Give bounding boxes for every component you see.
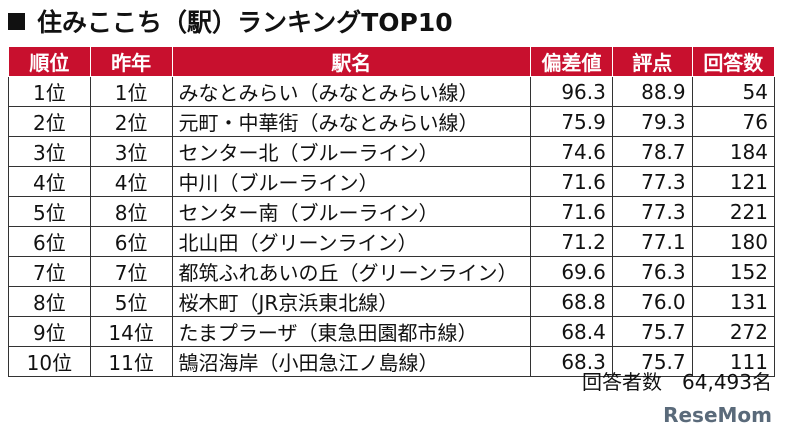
column-header: 回答数: [691, 46, 776, 77]
table-cell: 77.1: [611, 226, 693, 257]
table-cell: 71.6: [530, 196, 613, 227]
table-cell: 96.3: [530, 76, 613, 107]
title: 住みここち（駅）ランキングTOP10: [37, 8, 453, 37]
table-cell: 2位: [8, 106, 91, 137]
ranking-table: 順位 昨年 駅名 偏差値 評点 回答数 1位 1位 みなとみらい（みなとみらい線） 96.3 88…: [8, 46, 776, 377]
table-cell: 75.7: [611, 316, 693, 347]
table-cell: 7位: [8, 256, 91, 287]
table-cell: 中川（ブルーライン）: [171, 166, 532, 197]
table-cell: 79.3: [611, 106, 693, 137]
table-cell: 1位: [8, 76, 91, 107]
table-cell: 121: [691, 166, 776, 197]
table-row: 3位 3位 センター北（ブルーライン） 74.6 78.7 184: [8, 136, 776, 167]
table-cell: 14位: [89, 316, 173, 347]
table-cell: 131: [691, 286, 776, 317]
table-cell: 180: [691, 226, 776, 257]
table-cell: 元町・中華街（みなとみらい線）: [171, 106, 532, 137]
table-cell: 152: [691, 256, 776, 287]
table-cell: たまプラーザ（東急田園都市線）: [171, 316, 532, 347]
table-cell: 75.7: [611, 346, 693, 377]
table-cell: 221: [691, 196, 776, 227]
table-cell: 桜木町（JR京浜東北線）: [171, 286, 532, 317]
table-row: 6位 6位 北山田（グリーンライン） 71.2 77.1 180: [8, 226, 776, 257]
table-cell: 10位: [8, 346, 91, 377]
column-header: 昨年: [89, 46, 173, 77]
table-cell: 69.6: [530, 256, 613, 287]
table-cell: 184: [691, 136, 776, 167]
table-body: 1位 1位 みなとみらい（みなとみらい線） 96.3 88.9 54 2位 2位 元町・中華街（…: [8, 76, 776, 377]
table-cell: センター北（ブルーライン）: [171, 136, 532, 167]
respondents-note: 回答者数 64,493名: [582, 370, 772, 394]
table-cell: 68.8: [530, 286, 613, 317]
table-cell: 8位: [8, 286, 91, 317]
table-cell: 74.6: [530, 136, 613, 167]
table-cell: 都筑ふれあいの丘（グリーンライン）: [171, 256, 532, 287]
table-cell: 3位: [89, 136, 173, 167]
table-row: 4位 4位 中川（ブルーライン） 71.6 77.3 121: [8, 166, 776, 197]
table-cell: センター南（ブルーライン）: [171, 196, 532, 227]
table-cell: 76: [691, 106, 776, 137]
table-cell: 75.9: [530, 106, 613, 137]
table-cell: 8位: [89, 196, 173, 227]
column-header: 評点: [611, 46, 693, 77]
column-header: 駅名: [171, 46, 532, 77]
table-row: 9位 14位 たまプラーザ（東急田園都市線） 68.4 75.7 272: [8, 316, 776, 347]
table-cell: 88.9: [611, 76, 693, 107]
table-cell: 68.3: [530, 346, 613, 377]
header-row: 順位 昨年 駅名 偏差値 評点 回答数: [8, 46, 776, 77]
table-cell: 5位: [89, 286, 173, 317]
table-cell: 6位: [89, 226, 173, 257]
table-cell: 4位: [89, 166, 173, 197]
table-row: 2位 2位 元町・中華街（みなとみらい線） 75.9 79.3 76: [8, 106, 776, 137]
table-cell: 5位: [8, 196, 91, 227]
table-cell: 2位: [89, 106, 173, 137]
title-bar: 住みここち（駅）ランキングTOP10: [8, 4, 453, 38]
column-header: 順位: [8, 46, 91, 77]
table-cell: 111: [691, 346, 776, 377]
table-row: 8位 5位 桜木町（JR京浜東北線） 68.8 76.0 131: [8, 286, 776, 317]
table-cell: 54: [691, 76, 776, 107]
table-row: 10位 11位 鵠沼海岸（小田急江ノ島線） 68.3 75.7 111: [8, 346, 776, 377]
logo: ReseMom: [663, 403, 772, 427]
table-cell: 鵠沼海岸（小田急江ノ島線）: [171, 346, 532, 377]
column-header: 偏差値: [530, 46, 613, 77]
table-cell: 76.0: [611, 286, 693, 317]
table-cell: みなとみらい（みなとみらい線）: [171, 76, 532, 107]
table-cell: 71.2: [530, 226, 613, 257]
table-cell: 7位: [89, 256, 173, 287]
table-cell: 4位: [8, 166, 91, 197]
table-row: 5位 8位 センター南（ブルーライン） 71.6 77.3 221: [8, 196, 776, 227]
table-cell: 272: [691, 316, 776, 347]
table-cell: 1位: [89, 76, 173, 107]
table-cell: 71.6: [530, 166, 613, 197]
table-cell: 9位: [8, 316, 91, 347]
table-cell: 3位: [8, 136, 91, 167]
table-cell: 78.7: [611, 136, 693, 167]
table-row: 7位 7位 都筑ふれあいの丘（グリーンライン） 69.6 76.3 152: [8, 256, 776, 287]
table-cell: 6位: [8, 226, 91, 257]
table-cell: 77.3: [611, 166, 693, 197]
table-cell: 77.3: [611, 196, 693, 227]
table-cell: 北山田（グリーンライン）: [171, 226, 532, 257]
table-row: 1位 1位 みなとみらい（みなとみらい線） 96.3 88.9 54: [8, 76, 776, 107]
title-marker: [8, 12, 25, 30]
table-cell: 68.4: [530, 316, 613, 347]
table-cell: 76.3: [611, 256, 693, 287]
table-cell: 11位: [89, 346, 173, 377]
